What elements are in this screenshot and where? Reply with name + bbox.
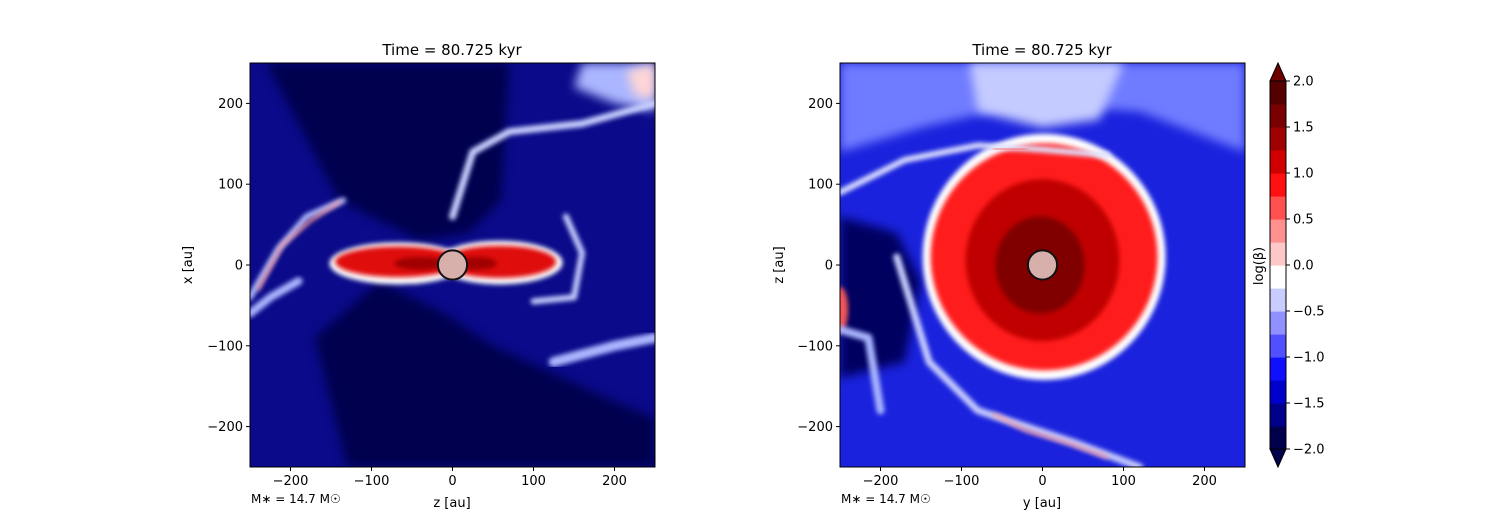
xtick-label-1-0: −200 bbox=[863, 474, 899, 489]
colorbar-tick-label-0: −2.0 bbox=[1293, 443, 1325, 458]
right-axes-ticks: −200 −100 0 100 200 −200 −100 0 100 200 bbox=[797, 97, 1217, 489]
blob-0-8 bbox=[394, 256, 447, 270]
xtick-label-0-3: 100 bbox=[521, 474, 546, 489]
ytick-label-1-0: −200 bbox=[797, 420, 833, 435]
left-panel: Time = 80.725 kyr −200 −100 0 100 200 −200 −10… bbox=[181, 41, 656, 511]
colorbar-segment-4 bbox=[1270, 334, 1286, 358]
ytick-label-0-0: −200 bbox=[207, 420, 243, 435]
dark-region-0-0 bbox=[266, 63, 510, 241]
colorbar-tick-label-8: 2.0 bbox=[1293, 75, 1314, 90]
blob-0-7 bbox=[442, 245, 557, 278]
colorbar-segment-7 bbox=[1270, 265, 1286, 289]
ytick-label-0-4: 200 bbox=[218, 97, 243, 112]
xtick-label-1-1: −100 bbox=[944, 474, 980, 489]
xtick-label-1-2: 0 bbox=[1038, 474, 1046, 489]
colorbar-segment-0 bbox=[1270, 426, 1286, 450]
ytick-label-0-3: 100 bbox=[218, 178, 243, 193]
left-xlabel: z [au] bbox=[433, 496, 470, 511]
streamer-1-4 bbox=[840, 325, 885, 415]
left-title: Time = 80.725 kyr bbox=[381, 41, 522, 59]
dark-region-0-1 bbox=[314, 281, 655, 467]
right-ylabel: z [au] bbox=[772, 246, 787, 283]
colorbar-tick-label-3: −0.5 bbox=[1293, 305, 1325, 320]
streamer-0-4 bbox=[548, 332, 655, 367]
colorbar-tick-label-2: −1.0 bbox=[1293, 351, 1325, 366]
streamer-1-1 bbox=[992, 147, 1028, 151]
ytick-label-1-1: −100 bbox=[797, 339, 833, 354]
colorbar-segment-13 bbox=[1270, 127, 1286, 151]
colorbar-segment-15 bbox=[1270, 81, 1286, 105]
colorbar-segment-1 bbox=[1270, 403, 1286, 427]
xtick-label-0-2: 0 bbox=[448, 474, 456, 489]
colorbar-segment-3 bbox=[1270, 357, 1286, 381]
ytick-label-0-2: 0 bbox=[235, 259, 243, 274]
colorbar-segment-2 bbox=[1270, 380, 1286, 404]
ytick-label-1-4: 200 bbox=[808, 97, 833, 112]
colorbar-extend-low bbox=[1269, 448, 1287, 469]
colorbar-tick-label-5: 0.5 bbox=[1293, 213, 1314, 228]
streamer-0-3 bbox=[530, 213, 586, 305]
colorbar-tick-label-1: −1.5 bbox=[1293, 397, 1325, 412]
right-mass-annotation: M∗ = 14.7 M☉ bbox=[841, 492, 931, 506]
colorbar-tick-label-4: 0.0 bbox=[1293, 259, 1314, 274]
ytick-label-1-2: 0 bbox=[825, 259, 833, 274]
streamer-0-0 bbox=[250, 197, 347, 301]
ytick-label-0-1: −100 bbox=[207, 339, 243, 354]
xtick-label-1-3: 100 bbox=[1111, 474, 1136, 489]
colorbar-segment-6 bbox=[1270, 288, 1286, 312]
colorbar-segment-10 bbox=[1270, 196, 1286, 220]
right-title: Time = 80.725 kyr bbox=[971, 41, 1112, 59]
right-panel: Time = 80.725 kyr −200 −100 0 100 200 −200 −10… bbox=[772, 41, 1246, 511]
colorbar-segment-8 bbox=[1270, 242, 1286, 266]
xtick-label-0-0: −200 bbox=[273, 474, 309, 489]
colorbar: −2.0 −1.5 −1.0 −0.5 0.0 0.5 1.0 1.5 2.0 log(β) bbox=[1252, 61, 1325, 469]
pale-region-0-3 bbox=[626, 63, 655, 100]
colorbar-label: log(β) bbox=[1252, 247, 1267, 285]
streamer-1-0 bbox=[840, 142, 1111, 196]
xtick-label-1-4: 200 bbox=[1192, 474, 1217, 489]
colorbar-tick-label-6: 1.0 bbox=[1293, 167, 1314, 182]
colorbar-segment-11 bbox=[1270, 173, 1286, 197]
streamer-0-1 bbox=[256, 200, 341, 291]
colorbar-tick-label-7: 1.5 bbox=[1293, 121, 1314, 136]
colorbar-segment-5 bbox=[1270, 311, 1286, 335]
colorbar-ticks: −2.0 −1.5 −1.0 −0.5 0.0 0.5 1.0 1.5 2.0 bbox=[1286, 75, 1325, 458]
right-sink-particle bbox=[1026, 249, 1059, 281]
right-xlabel: y [au] bbox=[1023, 496, 1061, 511]
colorbar-segment-12 bbox=[1270, 150, 1286, 174]
colorbar-segment-9 bbox=[1270, 219, 1286, 243]
right-plot-area bbox=[840, 63, 1245, 467]
pale-region-1-1 bbox=[969, 63, 1124, 128]
left-sink-particle bbox=[436, 249, 469, 281]
left-mass-annotation: M∗ = 14.7 M☉ bbox=[251, 492, 341, 506]
left-ylabel: x [au] bbox=[181, 246, 196, 284]
blob-1-7 bbox=[840, 286, 849, 333]
colorbar-extend-high bbox=[1269, 61, 1287, 82]
streamer-1-3 bbox=[992, 412, 1109, 459]
left-axes-ticks: −200 −100 0 100 200 −200 −100 0 100 200 bbox=[207, 97, 627, 489]
pale-region-1-0 bbox=[840, 63, 1245, 152]
colorbar-segment-14 bbox=[1270, 104, 1286, 128]
streamer-0-5 bbox=[250, 277, 303, 318]
right-streamers bbox=[840, 142, 1144, 467]
streamer-0-2 bbox=[449, 99, 655, 221]
left-streamers bbox=[250, 99, 655, 367]
left-plot-area bbox=[250, 63, 655, 467]
colorbar-segments bbox=[1270, 81, 1286, 450]
streamer-1-2 bbox=[893, 253, 1144, 467]
xtick-label-0-4: 200 bbox=[602, 474, 627, 489]
ytick-label-1-3: 100 bbox=[808, 178, 833, 193]
xtick-label-0-1: −100 bbox=[354, 474, 390, 489]
left-field-features bbox=[266, 63, 655, 467]
